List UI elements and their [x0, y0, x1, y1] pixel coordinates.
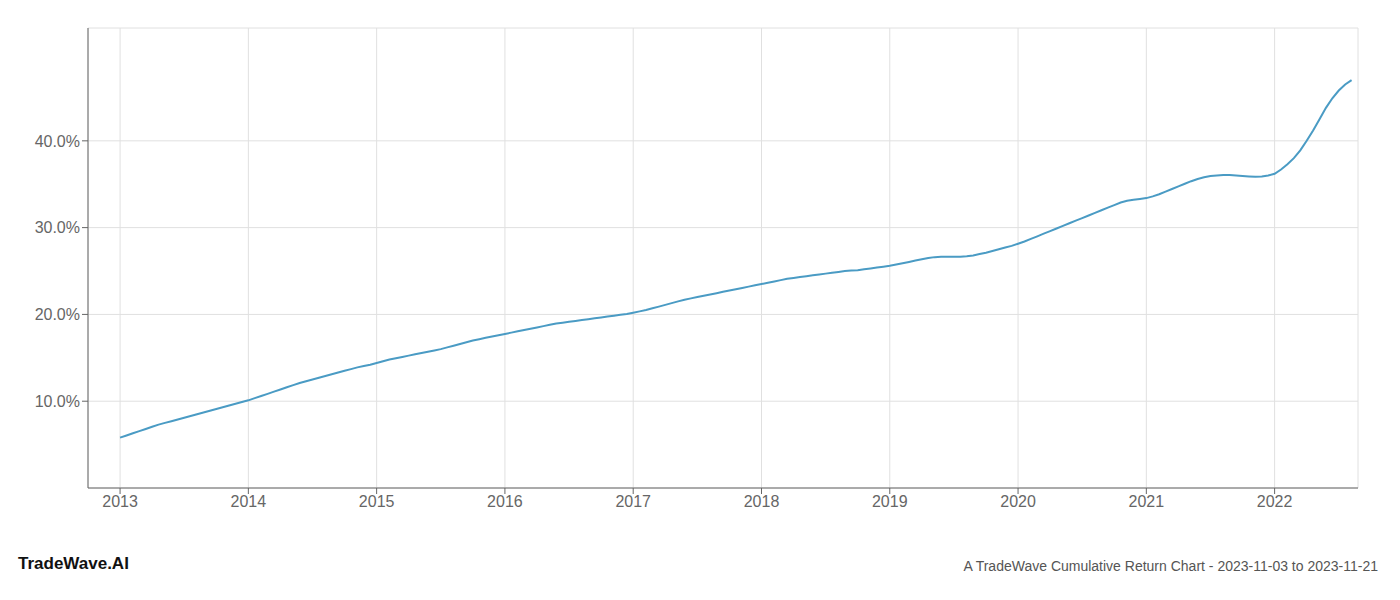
- svg-text:2013: 2013: [102, 493, 138, 510]
- svg-text:30.0%: 30.0%: [35, 219, 80, 236]
- svg-text:2018: 2018: [744, 493, 780, 510]
- svg-text:2017: 2017: [615, 493, 651, 510]
- svg-text:2016: 2016: [487, 493, 523, 510]
- svg-text:40.0%: 40.0%: [35, 133, 80, 150]
- html-text:TradeWave.AI: TradeWave.AI: [18, 554, 129, 573]
- svg-text:2022: 2022: [1257, 493, 1293, 510]
- svg-text:2014: 2014: [231, 493, 267, 510]
- svg-text:2021: 2021: [1129, 493, 1165, 510]
- html-text:A TradeWave Cumulative Return: A TradeWave Cumulative Return Chart - 20…: [963, 558, 1378, 574]
- svg-text:20.0%: 20.0%: [35, 306, 80, 323]
- svg-text:10.0%: 10.0%: [35, 393, 80, 410]
- svg-text:2020: 2020: [1000, 493, 1036, 510]
- svg-text:2019: 2019: [872, 493, 908, 510]
- svg-text:2015: 2015: [359, 493, 395, 510]
